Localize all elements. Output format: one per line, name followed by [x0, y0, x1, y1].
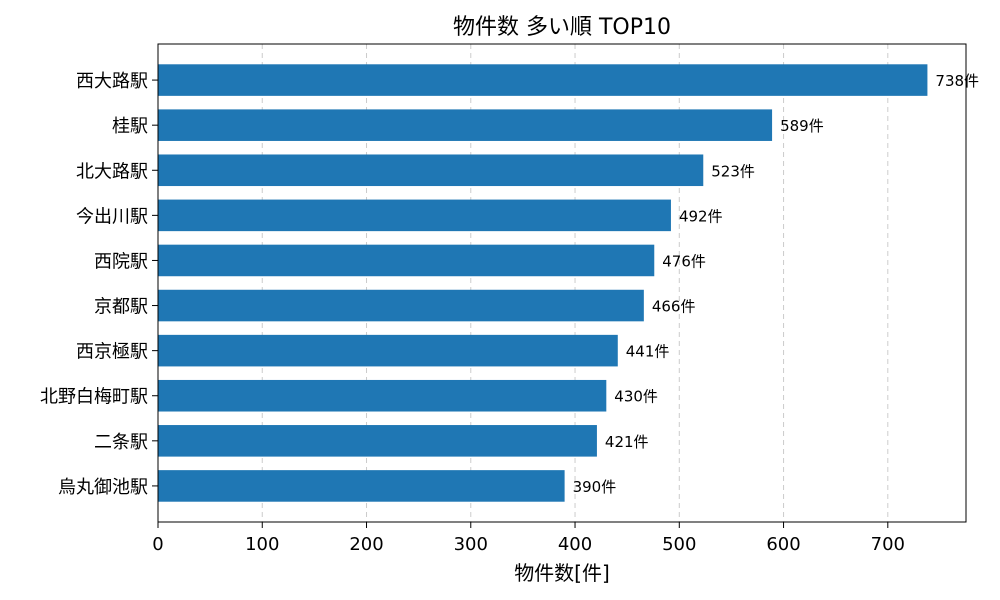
category-label: 二条駅 [94, 432, 148, 453]
bar [158, 470, 565, 502]
x-tick-label: 700 [871, 534, 905, 555]
bar-value-label: 476件 [662, 252, 706, 270]
chart-title: 物件数 多い順 TOP10 [453, 15, 671, 40]
bar-value-label: 390件 [573, 478, 617, 496]
category-label: 西院駅 [94, 251, 148, 272]
bar [158, 109, 773, 141]
category-label: 桂駅 [112, 116, 148, 137]
bar [158, 425, 597, 457]
bar [158, 334, 618, 367]
bar-value-label: 430件 [614, 388, 658, 406]
data-labels: 738件 589件 523件 492件 476件 466件 441件 430件 421件 390件 [573, 72, 979, 496]
bar-value-label: 738件 [935, 72, 979, 90]
bar-value-label: 421件 [605, 433, 649, 451]
bar [158, 199, 671, 232]
bar [158, 154, 704, 187]
bar [158, 289, 644, 322]
category-label: 西大路駅 [76, 71, 148, 92]
category-label: 京都駅 [94, 297, 148, 318]
x-axis-label: 物件数[件] [514, 561, 610, 585]
x-tick-label: 300 [454, 534, 488, 555]
x-tick-label: 200 [349, 534, 383, 555]
bar-value-label: 466件 [652, 298, 696, 316]
bar-value-label: 589件 [780, 117, 824, 135]
bar [158, 379, 607, 412]
bar-value-label: 441件 [626, 343, 670, 361]
bar-value-label: 523件 [711, 162, 755, 180]
x-tick-label: 500 [662, 534, 696, 555]
bar [158, 64, 928, 96]
category-label: 北大路駅 [76, 161, 148, 182]
x-tick-label: 600 [766, 534, 800, 555]
category-label: 烏丸御池駅 [58, 477, 148, 498]
x-tick-label: 0 [152, 534, 163, 555]
x-ticks: 0 100 200 300 400 500 600 700 [152, 522, 905, 555]
x-tick-label: 400 [558, 534, 592, 555]
category-label: 今出川駅 [76, 206, 148, 227]
bar [158, 244, 655, 277]
category-label: 北野白梅町駅 [40, 387, 148, 408]
bar-value-label: 492件 [679, 207, 723, 225]
category-label: 西京極駅 [76, 342, 148, 363]
x-tick-label: 100 [245, 534, 279, 555]
plot-frame [157, 43, 967, 523]
bars [158, 64, 928, 502]
